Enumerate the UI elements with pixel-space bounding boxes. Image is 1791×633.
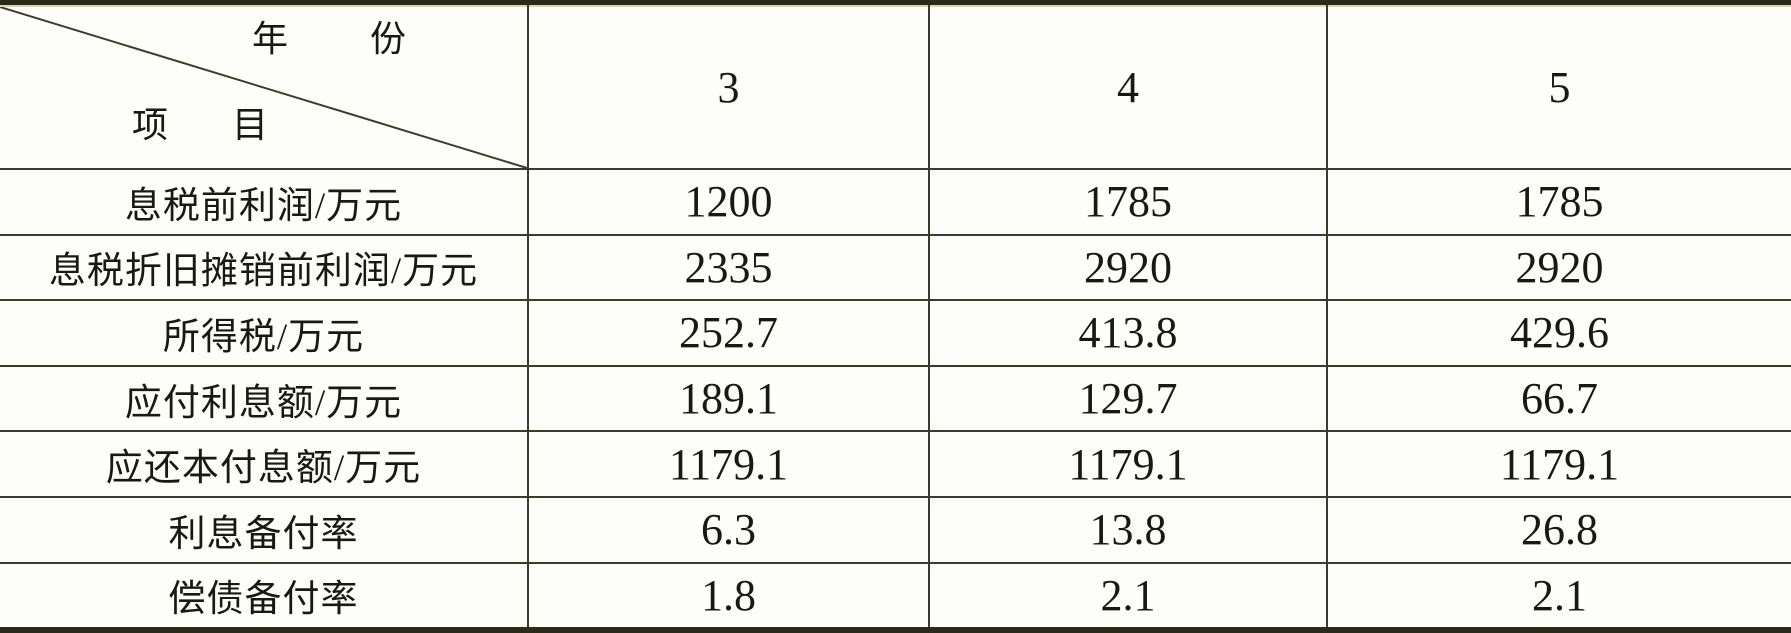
year-column-header-5: 5 [1326,6,1791,170]
row-label: 利息备付率 [0,495,529,564]
table-row: 应付利息额/万元 189.1 129.7 66.7 [0,364,1791,433]
year-column-header-4: 4 [928,6,1328,170]
value-cell: 413.8 [928,299,1328,367]
table-row: 所得税/万元 252.7 413.8 429.6 [0,299,1791,367]
value-cell: 26.8 [1326,495,1791,564]
table-row: 应还本付息额/万元 1179.1 1179.1 1179.1 [0,430,1791,498]
corner-item-label: 项目 [132,105,333,145]
value-cell: 2.1 [1326,561,1791,627]
value-cell: 1785 [928,168,1328,236]
value-cell: 1179.1 [1326,430,1791,498]
table-row: 利息备付率 6.3 13.8 26.8 [0,495,1791,564]
value-cell: 429.6 [1326,299,1791,367]
table-row: 息税前利润/万元 1200 1785 1785 [0,168,1791,236]
value-cell: 1179.1 [527,430,930,498]
row-label: 所得税/万元 [0,299,529,367]
value-cell: 2920 [1326,233,1791,302]
header-row: 年份 项目 3 4 5 [0,6,1791,170]
table-row: 偿债备付率 1.8 2.1 2.1 [0,561,1791,627]
value-cell: 1179.1 [928,430,1328,498]
value-cell: 13.8 [928,495,1328,564]
value-cell: 6.3 [527,495,930,564]
value-cell: 66.7 [1326,364,1791,433]
year-column-header-3: 3 [527,6,930,170]
value-cell: 189.1 [527,364,930,433]
value-cell: 129.7 [928,364,1328,433]
diagonal-divider-line [0,7,526,167]
row-label: 应还本付息额/万元 [0,430,529,498]
row-label: 应付利息额/万元 [0,364,529,433]
row-label: 偿债备付率 [0,561,529,627]
value-cell: 2.1 [928,561,1328,627]
value-cell: 2920 [928,233,1328,302]
value-cell: 1200 [527,168,930,236]
value-cell: 252.7 [527,299,930,367]
value-cell: 1785 [1326,168,1791,236]
row-label: 息税前利润/万元 [0,168,529,236]
corner-header-cell: 年份 项目 [0,6,529,170]
financial-indicators-table: 年份 项目 3 4 5 息税前利润/万元 1200 1785 1785 息税折旧… [0,5,1791,627]
value-cell: 2335 [527,233,930,302]
corner-year-label: 年份 [252,19,489,59]
row-label: 息税折旧摊销前利润/万元 [0,233,529,302]
table-row: 息税折旧摊销前利润/万元 2335 2920 2920 [0,233,1791,302]
value-cell: 1.8 [527,561,930,627]
